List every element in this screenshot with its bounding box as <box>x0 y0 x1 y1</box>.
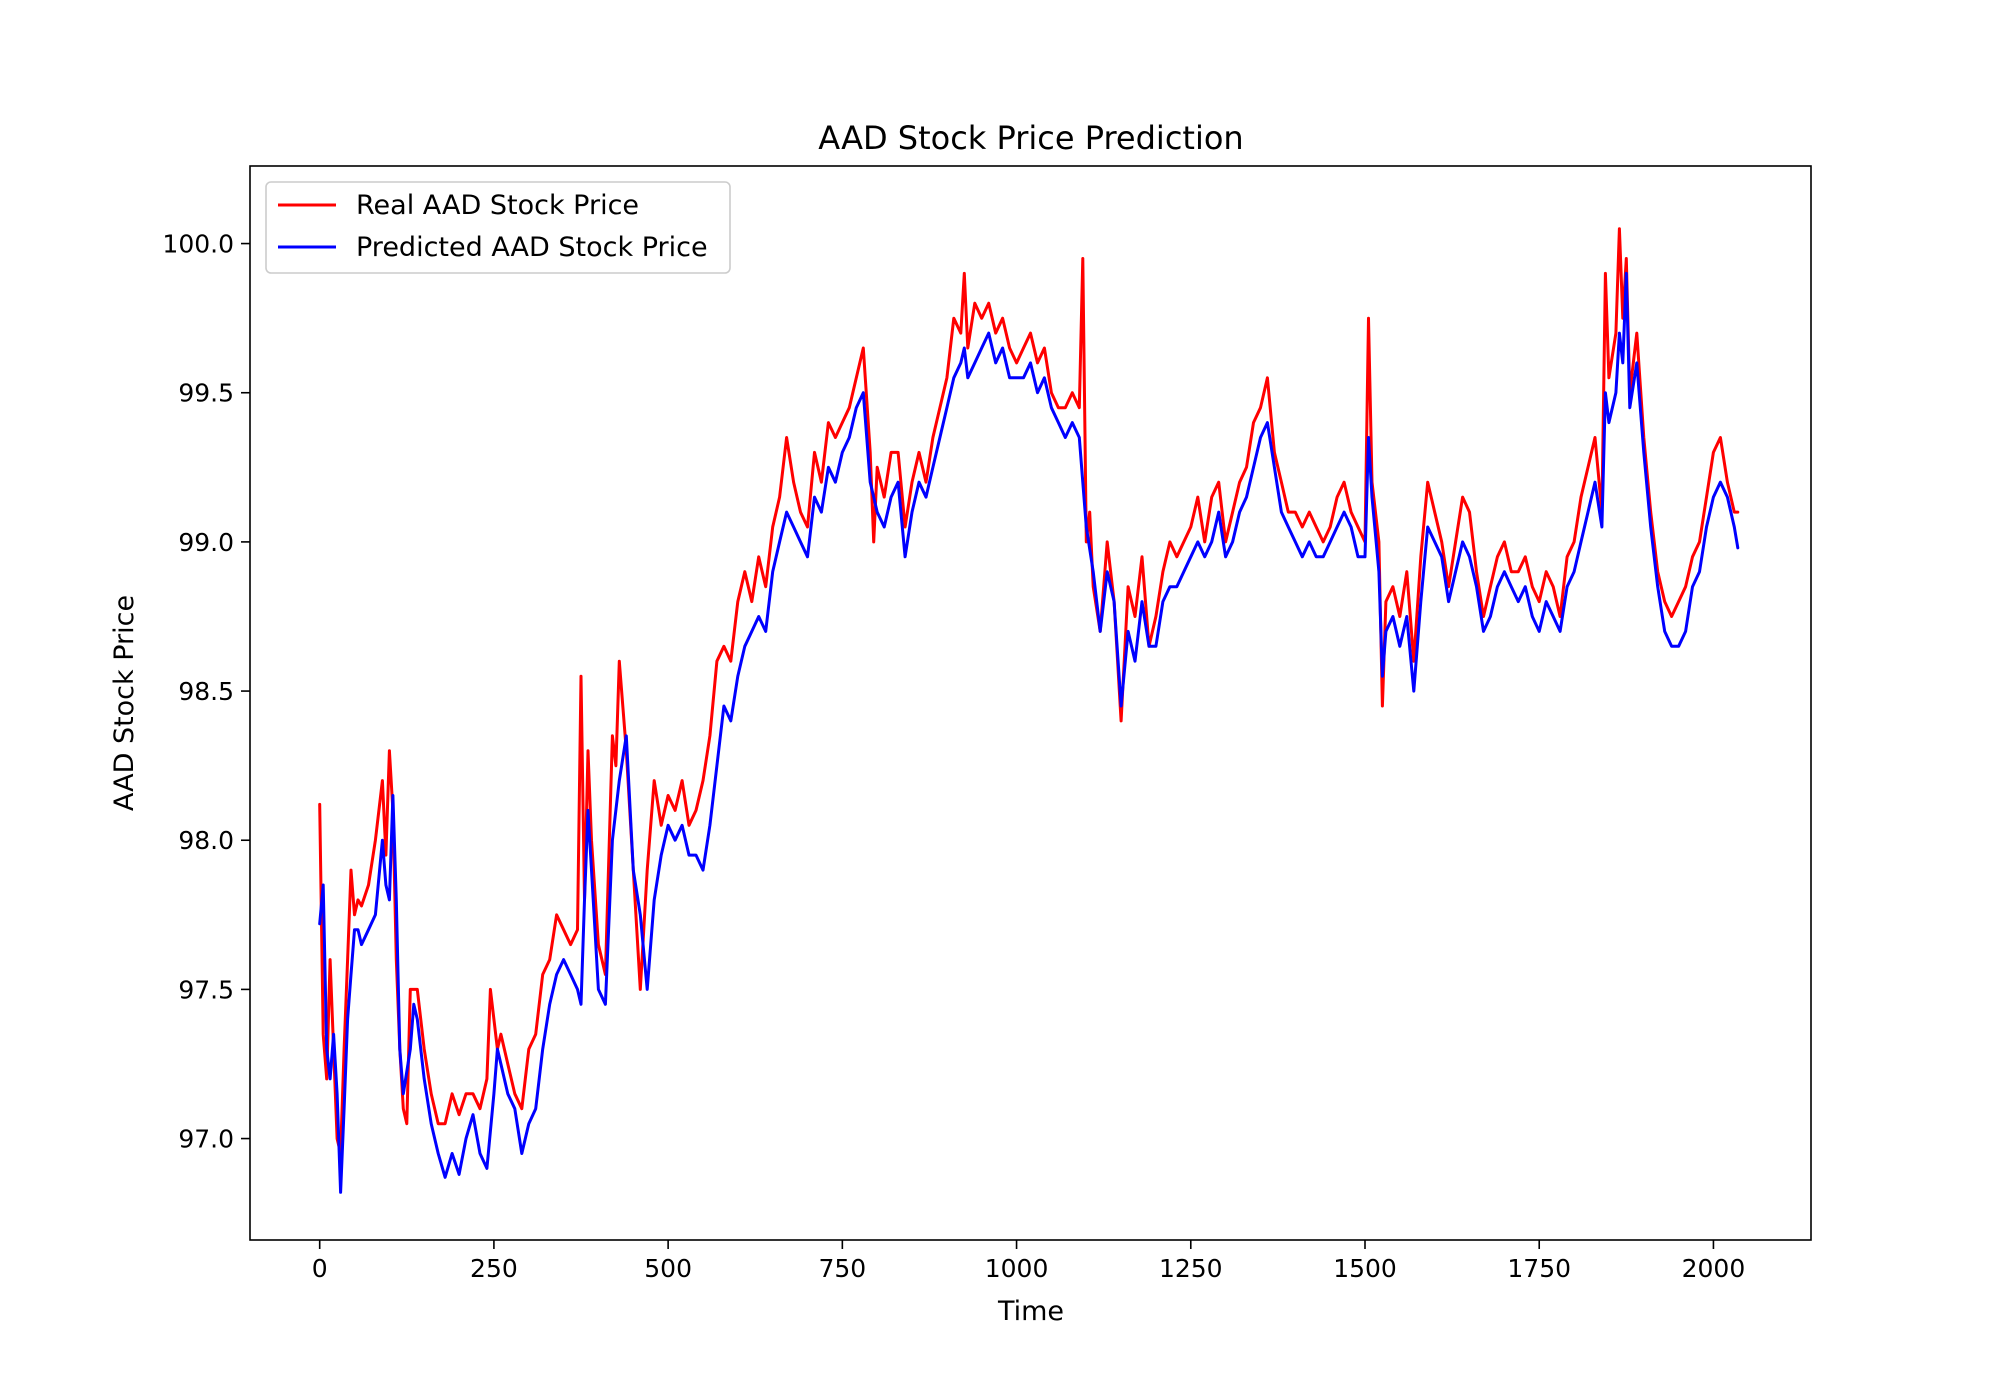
x-tick-label: 2000 <box>1682 1254 1746 1283</box>
y-axis-label: AAD Stock Price <box>109 595 140 811</box>
series-layer <box>318 227 1740 1194</box>
y-tick-label: 97.5 <box>178 975 234 1004</box>
series-line-real <box>318 227 1740 1155</box>
y-tick-label: 99.5 <box>178 379 234 408</box>
chart-title: AAD Stock Price Prediction <box>818 119 1243 157</box>
legend-label-real: Real AAD Stock Price <box>356 190 639 221</box>
series-line-predicted <box>318 271 1740 1194</box>
legend: Real AAD Stock Price Predicted AAD Stock… <box>265 181 731 274</box>
x-axis: 0 250 500 750 1000 1250 1500 1750 2000 <box>312 1240 1746 1283</box>
x-axis-label: Time <box>997 1296 1064 1327</box>
x-tick-label: 1500 <box>1333 1254 1397 1283</box>
y-tick-label: 100.0 <box>162 230 234 259</box>
y-tick-label: 99.0 <box>178 528 234 557</box>
legend-label-predicted: Predicted AAD Stock Price <box>356 232 708 263</box>
legend-box <box>265 181 731 274</box>
x-tick-label: 1250 <box>1159 1254 1223 1283</box>
x-tick-label: 250 <box>470 1254 518 1283</box>
y-tick-label: 98.5 <box>178 677 234 706</box>
x-tick-label: 500 <box>644 1254 692 1283</box>
y-tick-label: 98.0 <box>178 826 234 855</box>
x-tick-label: 1000 <box>985 1254 1049 1283</box>
x-tick-label: 750 <box>818 1254 866 1283</box>
plot-frame <box>249 165 1812 1241</box>
y-tick-label: 97.0 <box>178 1125 234 1154</box>
x-tick-label: 0 <box>312 1254 328 1283</box>
x-tick-label: 1750 <box>1507 1254 1571 1283</box>
y-axis: 97.0 97.5 98.0 98.5 99.0 99.5 100.0 <box>162 230 250 1154</box>
